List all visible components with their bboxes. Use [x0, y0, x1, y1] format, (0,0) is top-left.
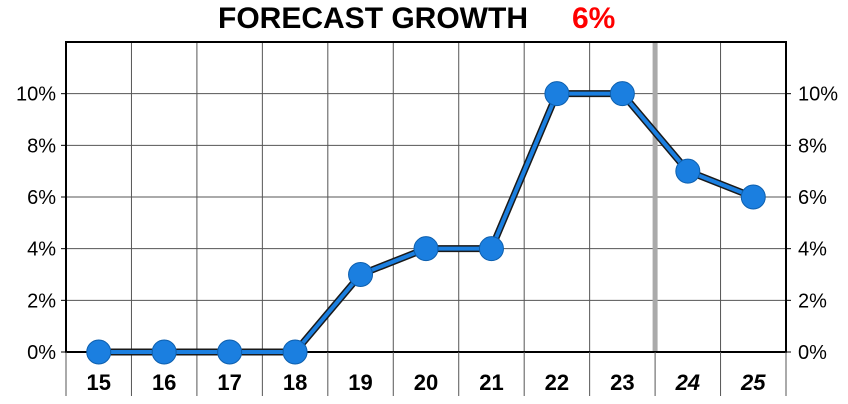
x-tick-label: 16 [152, 370, 176, 395]
chart-title: FORECAST GROWTH [218, 2, 528, 35]
x-tick-label: 20 [414, 370, 438, 395]
data-point [413, 236, 439, 262]
data-point [740, 184, 766, 210]
data-point [282, 339, 308, 365]
data-point [609, 81, 635, 107]
series-layer [86, 81, 766, 365]
data-point [151, 339, 177, 365]
y-tick-label-right: 0% [798, 342, 827, 364]
data-point [217, 339, 243, 365]
x-tick-label: 21 [479, 370, 503, 395]
y-tick-label-right: 4% [798, 239, 827, 261]
y-tick-label-left: 8% [27, 135, 56, 157]
grid [66, 42, 786, 352]
data-point [86, 339, 112, 365]
x-tick-label: 15 [86, 370, 110, 395]
y-tick-label-right: 2% [798, 290, 827, 312]
y-tick-label-left: 10% [16, 84, 56, 106]
y-tick-label-left: 6% [27, 187, 56, 209]
y-axis-left: 0% 2% 4% 6% 8% 10% [16, 84, 66, 364]
x-tick-label: 25 [740, 370, 766, 395]
y-axis-right: 0% 2% 4% 6% 8% 10% [786, 84, 838, 364]
chart-title-main: FORECAST GROWTH [218, 2, 528, 35]
x-axis: 15 16 17 18 19 20 21 22 23 24 25 [65, 352, 787, 396]
x-tick-label: 22 [545, 370, 569, 395]
y-tick-label-left: 2% [27, 290, 56, 312]
data-point [544, 81, 570, 107]
x-tick-label: 17 [217, 370, 241, 395]
data-point [478, 236, 504, 262]
y-tick-label-left: 4% [27, 239, 56, 261]
x-tick-label: 19 [348, 370, 372, 395]
data-point [348, 262, 374, 287]
x-tick-label: 23 [610, 370, 634, 395]
x-tick-label: 24 [675, 370, 700, 395]
y-tick-label-right: 10% [798, 84, 838, 106]
y-tick-label-right: 8% [798, 135, 827, 157]
x-tick-label: 18 [283, 370, 307, 395]
y-tick-label-right: 6% [798, 187, 827, 209]
chart-title-highlight: 6% [572, 2, 615, 35]
data-point [675, 158, 701, 184]
y-tick-label-left: 0% [27, 342, 56, 364]
